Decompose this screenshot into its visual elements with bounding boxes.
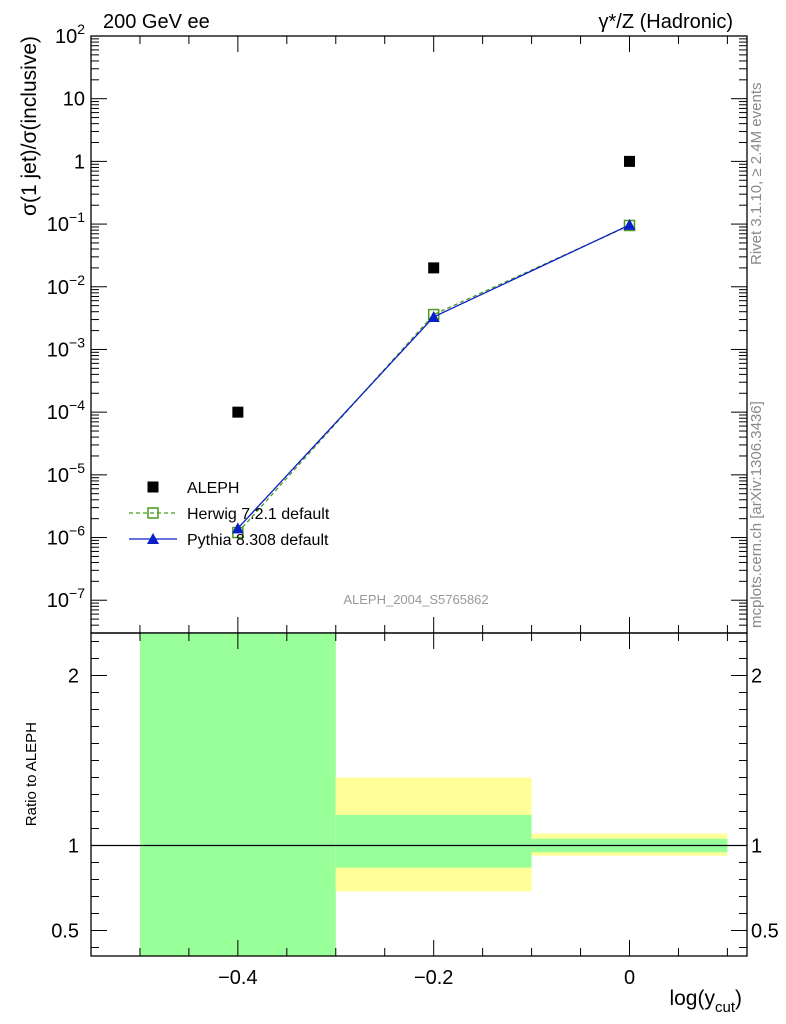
y-tick-label: 10−2 xyxy=(47,272,85,299)
header-left: 200 GeV ee xyxy=(103,11,210,33)
y-tick-label: 102 xyxy=(55,21,85,48)
xlabel-sub: cut xyxy=(715,999,736,1016)
data-point-0-2 xyxy=(624,155,636,167)
ratio-ylabel: Ratio to ALEPH xyxy=(23,722,40,826)
legend-label-0: ALEPH xyxy=(187,480,239,497)
mcplots-label: mcplots.cern.ch [arXiv:1306.3436] xyxy=(748,401,765,628)
y-tick-label: 10−6 xyxy=(47,523,85,550)
x-tick-label: 0 xyxy=(624,967,635,989)
legend-marker-0 xyxy=(147,481,159,493)
ratio-y-tick-label: 2 xyxy=(68,666,79,688)
ratio-y-tick-label: 0.5 xyxy=(51,921,79,943)
band-green-0 xyxy=(139,633,336,956)
ratio-y-tick-label-right: 0.5 xyxy=(751,921,779,943)
y-tick-label: 10−1 xyxy=(47,209,85,236)
y-tick-label: 10−5 xyxy=(47,460,85,487)
y-tick-label: 10−4 xyxy=(47,397,85,424)
data-point-2-0 xyxy=(231,522,244,534)
data-point-2-2 xyxy=(623,218,636,230)
watermark: ALEPH_2004_S5765862 xyxy=(343,592,488,607)
data-point-0-1 xyxy=(428,262,440,274)
main-plot: 102 10 1 10−1 10−2 10−3 10−4 10−5 10−6 10−7 xyxy=(47,21,748,634)
data-point-0-0 xyxy=(232,406,244,418)
xlabel: log(ycut) xyxy=(669,987,742,1016)
band-green-1 xyxy=(335,814,532,868)
legend-marker-2 xyxy=(147,533,159,544)
ratio-y-tick-label-right: 2 xyxy=(751,666,762,688)
ratio-plot: −0.4 −0.2 0 0.5 0.5 1 1 2 2 xyxy=(51,632,779,989)
y-tick-label: 10−7 xyxy=(47,585,85,612)
ratio-y-tick-label-right: 1 xyxy=(751,836,762,858)
xlabel-end: ) xyxy=(735,987,742,1010)
legend-marker-1 xyxy=(147,507,159,519)
legend-label-2: Pythia 8.308 default xyxy=(187,532,329,549)
y-tick-label: 10 xyxy=(63,89,85,111)
y-tick-label: 10−3 xyxy=(47,334,85,361)
data-point-2-1 xyxy=(427,310,440,322)
rivet-label: Rivet 3.1.10, ≥ 2.4M events xyxy=(748,83,765,266)
header-right: γ*/Z (Hadronic) xyxy=(599,11,733,33)
ratio-y-tick-label: 1 xyxy=(68,836,79,858)
legend: ALEPH Herwig 7.2.1 default Pythia 8.308 de… xyxy=(129,480,330,549)
legend-label-1: Herwig 7.2.1 default xyxy=(187,506,330,523)
x-tick-label: −0.2 xyxy=(414,967,453,989)
xlabel-main: log(y xyxy=(669,987,715,1010)
x-tick-label: −0.4 xyxy=(218,967,257,989)
main-ylabel: σ(1 jet)/σ(inclusive) xyxy=(18,36,41,216)
y-tick-label: 1 xyxy=(74,151,85,173)
